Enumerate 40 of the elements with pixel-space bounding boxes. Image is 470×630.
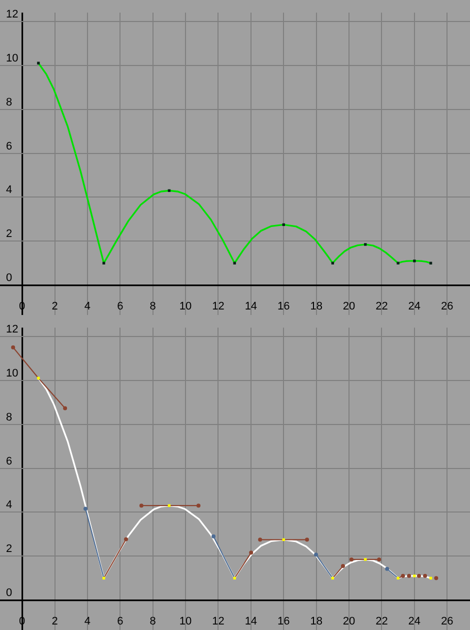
y-tick-label: 2: [6, 228, 12, 240]
x-tick-label: 6: [117, 616, 124, 628]
y-tick-label: 8: [6, 411, 12, 424]
x-tick-label: 18: [310, 300, 322, 313]
x-tick-label: 12: [212, 300, 224, 313]
y-tick-label: 12: [6, 323, 18, 336]
x-tick-label: 26: [440, 616, 454, 628]
x-tick-label: 14: [244, 300, 258, 313]
y-tick-label: 6: [6, 140, 12, 152]
x-tick-label: 22: [376, 300, 388, 313]
x-tick-label: 24: [408, 300, 421, 313]
y-tick-label: 0: [6, 272, 12, 284]
y-tick-label: 2: [6, 543, 12, 556]
x-tick-label: 4: [84, 300, 91, 313]
x-tick-label: 12: [212, 616, 224, 628]
x-tick-label: 2: [52, 300, 58, 313]
y-tick-label: 4: [6, 499, 12, 512]
y-tick-label: 6: [6, 455, 12, 468]
x-tick-label: 4: [84, 616, 91, 628]
x-tick-label: 14: [244, 616, 258, 628]
x-tick-label: 26: [440, 300, 454, 313]
y-tick-label: 0: [6, 587, 12, 600]
x-tick-label: 20: [342, 300, 356, 313]
x-tick-label: 8: [150, 300, 156, 313]
x-tick-label: 20: [342, 616, 356, 628]
x-tick-label: 6: [117, 300, 124, 313]
y-tick-label: 12: [6, 8, 18, 20]
y-tick-label: 4: [6, 184, 12, 196]
x-tick-label: 16: [278, 616, 290, 628]
x-tick-label: 10: [179, 616, 192, 628]
x-tick-label: 22: [376, 616, 388, 628]
x-tick-label: 18: [310, 616, 322, 628]
y-tick-label: 10: [6, 52, 18, 64]
y-tick-label: 10: [6, 367, 18, 380]
y-tick-label: 8: [6, 96, 12, 108]
x-tick-label: 10: [179, 300, 192, 313]
x-tick-label: 24: [408, 616, 421, 628]
x-tick-label: 16: [278, 300, 290, 313]
x-tick-label: 8: [150, 616, 156, 628]
x-tick-label: 2: [52, 616, 58, 628]
